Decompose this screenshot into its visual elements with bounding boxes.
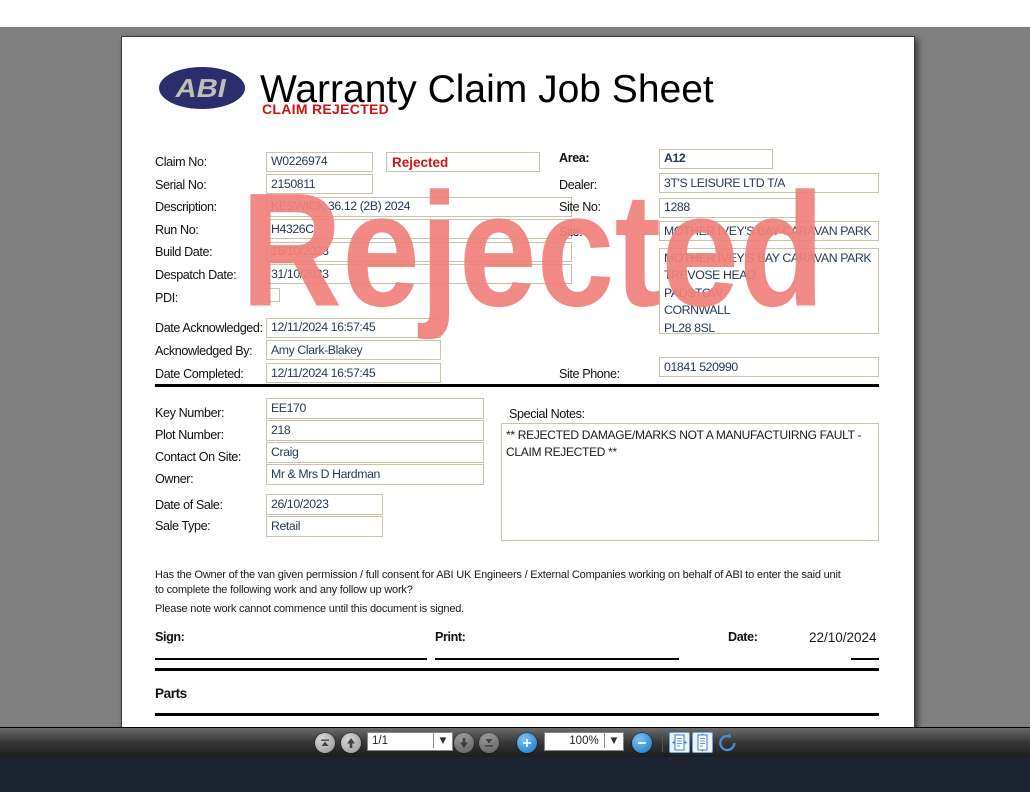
svg-text:ABI: ABI <box>173 74 229 103</box>
